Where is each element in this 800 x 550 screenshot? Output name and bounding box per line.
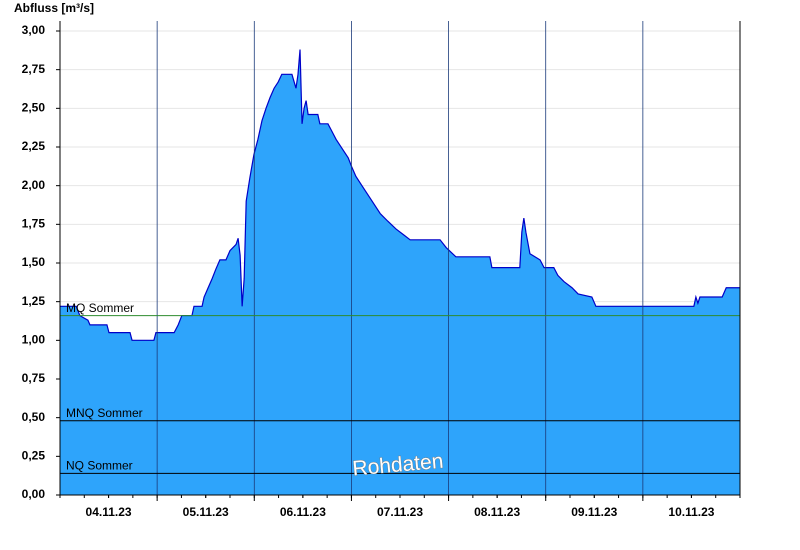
x-tick-label: 07.11.23	[377, 505, 423, 519]
y-tick-label: 3,00	[22, 23, 46, 37]
y-tick-label: 2,50	[22, 101, 46, 115]
y-tick-label: 0,75	[22, 371, 46, 385]
x-tick-label: 05.11.23	[183, 505, 229, 519]
y-tick-label: 1,00	[22, 333, 46, 347]
y-tick-label: 1,25	[22, 294, 46, 308]
x-tick-label: 09.11.23	[571, 505, 617, 519]
y-tick-label: 0,25	[22, 449, 46, 463]
y-tick-label: 1,50	[22, 255, 46, 269]
reference-label: MNQ Sommer	[66, 406, 143, 420]
y-tick-label: 2,75	[22, 62, 46, 76]
x-tick-label: 04.11.23	[86, 505, 132, 519]
x-tick-label: 10.11.23	[668, 505, 714, 519]
line	[60, 49, 740, 341]
y-axis-label: Abfluss [m³/s]	[14, 1, 94, 15]
y-tick-label: 2,25	[22, 139, 46, 153]
reference-label: MQ Sommer	[66, 301, 134, 315]
y-tick-label: 0,00	[22, 487, 46, 501]
reference-label: NQ Sommer	[66, 459, 133, 473]
y-tick-label: 0,50	[22, 410, 46, 424]
y-tick-label: 1,75	[22, 217, 46, 231]
area	[60, 49, 740, 496]
y-tick-label: 2,00	[22, 178, 46, 192]
x-tick-label: 08.11.23	[474, 505, 520, 519]
x-tick-label: 06.11.23	[280, 505, 326, 519]
